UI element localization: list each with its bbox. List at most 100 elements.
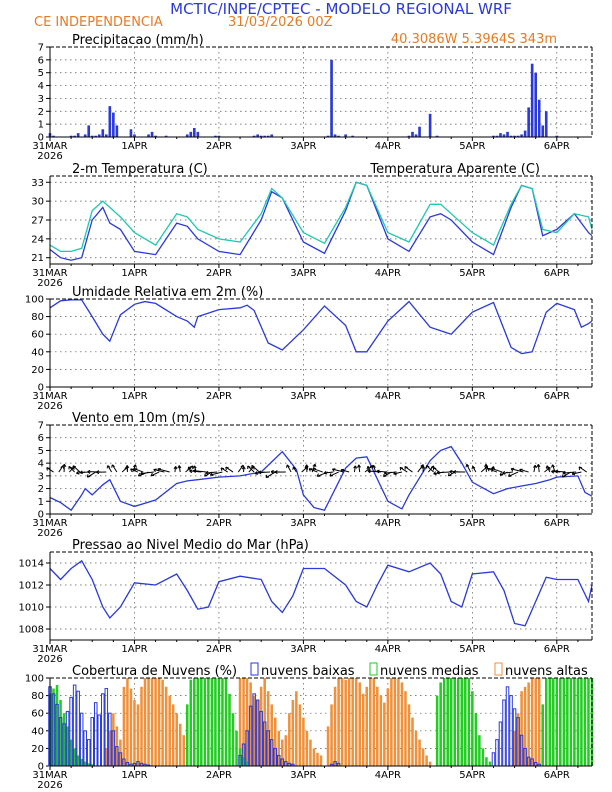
wind-vector [417, 464, 424, 473]
cloud-bar-altas [242, 678, 245, 766]
precip-bar [555, 135, 559, 137]
cloud-bar-altas [164, 686, 168, 766]
rh-xlabel-day: 4APR [375, 391, 401, 402]
wind-vector [358, 464, 361, 473]
precip-bar [101, 129, 105, 137]
cloud-bar-medias [449, 678, 453, 766]
wind-vector-head [533, 464, 537, 469]
cloud-bar-altas [266, 691, 270, 766]
wind-vector-head [551, 469, 555, 474]
temp-xlabel-year: 2026 [37, 278, 62, 289]
precip-bar [69, 135, 73, 137]
rh-xlabel-start: 31MAR [32, 391, 67, 402]
cloud-bar-medias [439, 682, 442, 766]
cloud-bar-medias [460, 678, 464, 766]
cloud-bar-medias [552, 678, 555, 766]
rh-title: Umidade Relativa em 2m (%) [72, 285, 263, 300]
cloud-bar-medias [242, 757, 245, 766]
cloud-bar-altas [523, 686, 527, 766]
wind-vector-head [487, 468, 491, 472]
precip-bar [133, 134, 136, 137]
cloud-bar-altas [326, 726, 330, 766]
cloud-bar-medias [203, 678, 207, 766]
wind-vector-head [140, 471, 144, 476]
wind-vector [393, 471, 403, 475]
cloud-bar-altas [393, 678, 397, 766]
precip-bar [527, 107, 530, 137]
cloud-bar-altas [404, 691, 407, 766]
precip-bar [164, 135, 168, 137]
wind-vector-head [204, 473, 208, 477]
cloud-bar-medias [446, 678, 449, 766]
wind-vector [312, 468, 323, 473]
cloud-bar-medias [69, 739, 73, 766]
station-location: CE INDEPENDENCIA [34, 15, 163, 30]
clouds-title: Cobertura de Nuvens (%) [72, 664, 237, 679]
slp-panel: Pressao ao Nivel Medio do Mar (hPa) 1008 1… [19, 538, 593, 665]
wind-vector-head [393, 471, 397, 475]
rh-xlabel-day: 6APR [544, 391, 570, 402]
cloud-bar-baixas [101, 693, 105, 767]
clouds-ytick-label: 100 [25, 674, 44, 685]
wind-vector-head [561, 474, 566, 478]
cloud-bar-medias [453, 678, 457, 766]
wind-vector-head [562, 470, 566, 475]
cloud-bar-altas [361, 693, 365, 766]
precip-bar [108, 106, 112, 137]
precip-bar [492, 135, 495, 137]
precip-bar [326, 135, 330, 137]
cloud-bar-altas [358, 682, 361, 766]
wind-vector-head [471, 465, 476, 470]
wind-ytick-label: 4 [38, 459, 44, 470]
precip-bar [344, 134, 347, 137]
precip-bar [112, 112, 115, 137]
precip-bar [541, 125, 545, 137]
clouds-ytick-label: 0 [38, 762, 44, 773]
wind-vector-head [247, 465, 251, 470]
cloud-legend-label: nuvens baixas [261, 664, 355, 679]
wind-xlabel-day: 6APR [544, 518, 570, 529]
precip-bar [495, 135, 499, 137]
wind-vector [508, 471, 519, 477]
cloud-bar-medias [456, 678, 460, 766]
wind-ytick-label: 6 [38, 433, 44, 444]
wind-vector-head [251, 464, 255, 469]
precip-ytick-label: 2 [38, 107, 44, 118]
wind-vector-head [130, 468, 134, 472]
slp-ytick-label: 1010 [19, 603, 44, 614]
cloud-bar-altas [147, 678, 150, 766]
precip-xlabel-day: 2APR [206, 141, 232, 152]
wind-vector-head [192, 469, 197, 473]
cloud-bar-altas [376, 686, 379, 766]
cloud-bar-altas [421, 748, 425, 766]
clouds-xlabel-start: 31MAR [32, 770, 67, 781]
wind-vector [140, 471, 154, 475]
precip-bar [530, 63, 534, 137]
wind-vector-head [545, 465, 550, 469]
wind-vector-head [106, 465, 111, 469]
wind-vector-head [329, 473, 333, 477]
clouds-ytick-label: 60 [31, 709, 44, 720]
slp-ytick-label: 1014 [19, 559, 44, 570]
cloud-bar-altas [337, 678, 340, 766]
precip-bar [214, 135, 217, 137]
wind-vector-head [433, 471, 437, 476]
cloud-bar-altas [400, 682, 404, 766]
cloud-bar-medias [485, 757, 488, 766]
precip-bar [330, 59, 333, 137]
wind-vector-head [323, 470, 327, 475]
cloud-bar-altas [178, 723, 182, 766]
precip-bar [259, 135, 263, 137]
wind-ytick-label: 7 [38, 421, 44, 432]
wind-vector-head [312, 468, 316, 472]
precip-bar [435, 135, 439, 137]
precip-bar [270, 134, 274, 137]
precip-bar [534, 72, 538, 137]
temp-ytick-label: 24 [31, 234, 44, 245]
wind-vector [134, 468, 144, 473]
wind-vector [353, 465, 356, 473]
cloud-bar-altas [365, 686, 369, 766]
cloud-bar-altas [527, 682, 530, 766]
